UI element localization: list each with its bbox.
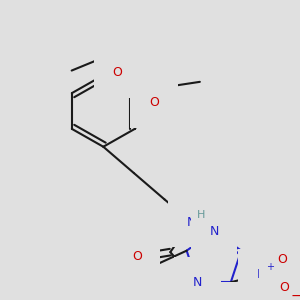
Text: H: H — [197, 210, 205, 220]
Text: O: O — [280, 281, 289, 294]
Text: N: N — [192, 276, 202, 289]
Text: +: + — [266, 262, 274, 272]
Text: −: − — [290, 288, 300, 300]
Text: N: N — [209, 225, 219, 238]
Text: O: O — [112, 66, 122, 79]
Text: O: O — [278, 253, 287, 266]
Text: O: O — [132, 250, 142, 263]
Text: N: N — [257, 268, 266, 281]
Text: O: O — [149, 96, 159, 109]
Text: N: N — [187, 215, 196, 229]
